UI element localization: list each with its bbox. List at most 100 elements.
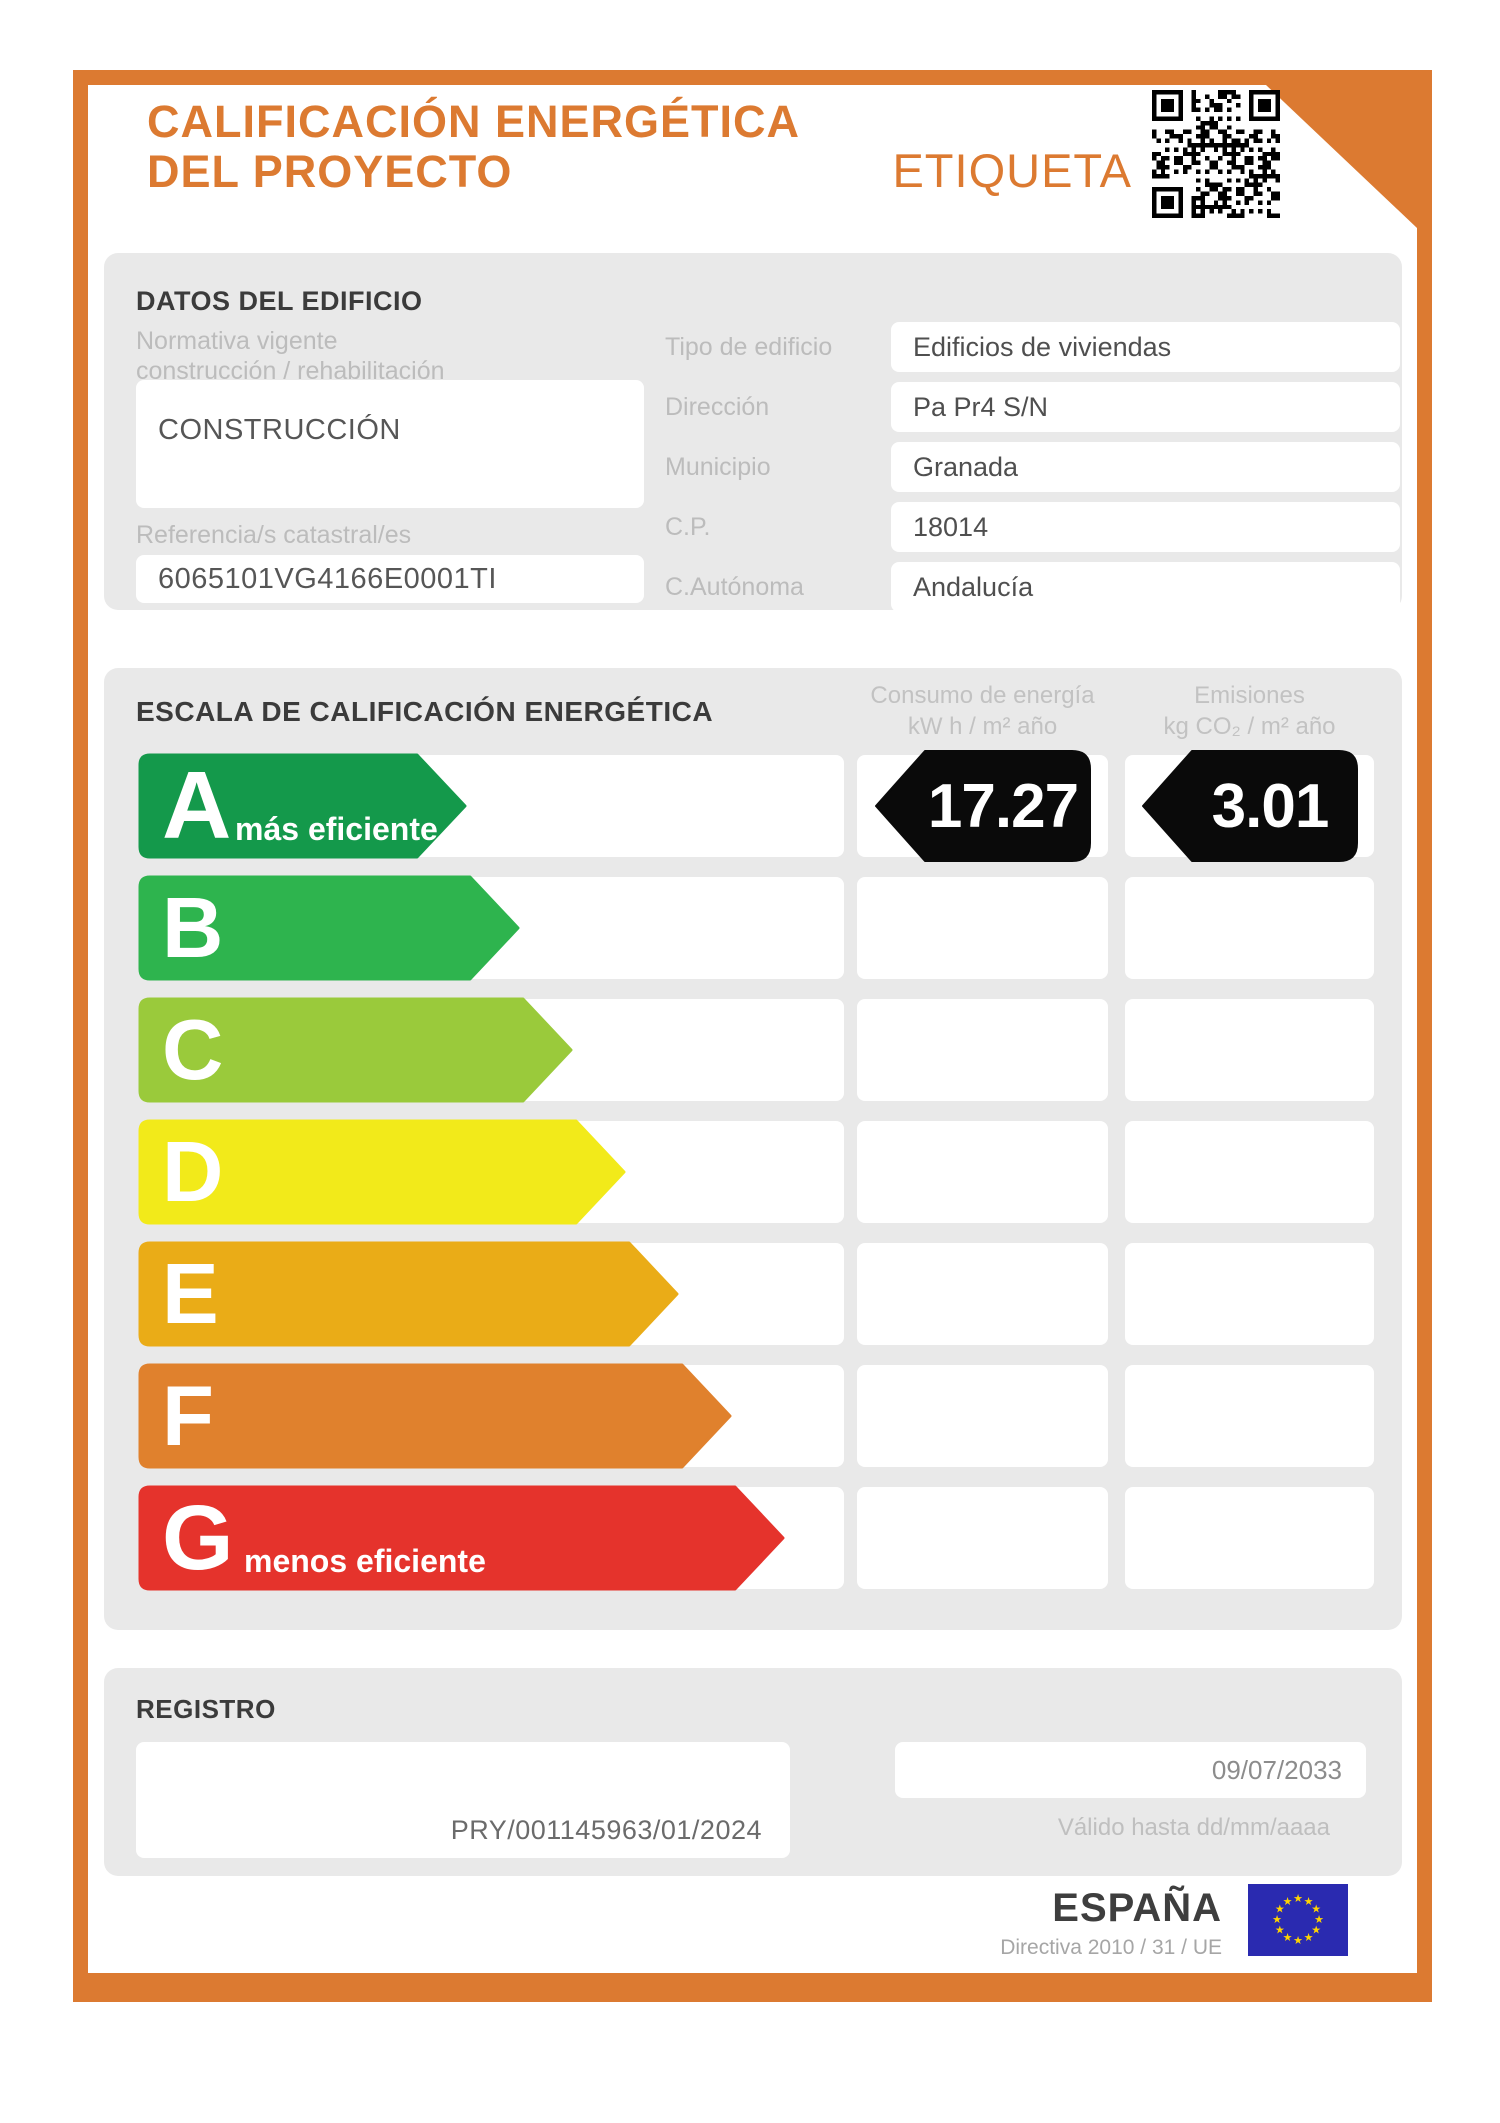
- registry-section: REGISTRO PRY/001145963/01/2024 09/07/203…: [104, 1668, 1402, 1876]
- svg-text:★: ★: [1311, 1925, 1321, 1937]
- rating-letter-E: E: [162, 1246, 219, 1342]
- valid-until-date: 09/07/2033: [1211, 1754, 1342, 1785]
- emisiones-header-line2: kg CO₂ / m² año: [1163, 713, 1336, 740]
- rating-arrow-A: [138, 753, 467, 859]
- svg-text:★: ★: [1293, 1893, 1303, 1905]
- registry-number-value: PRY/001145963/01/2024: [450, 1815, 762, 1845]
- cp-field: 18014: [891, 502, 1400, 552]
- cautonoma-value: Andalucía: [913, 571, 1034, 602]
- rating-track-B: B: [138, 875, 844, 981]
- emisiones-cell-A: 3.01: [1125, 750, 1374, 862]
- emisiones-cell-B: [1125, 877, 1374, 979]
- consumo-cell-C: [857, 999, 1108, 1101]
- rating-letter-B: B: [162, 880, 224, 976]
- svg-text:★: ★: [1275, 1925, 1285, 1937]
- rating-scale-section: ESCALA DE CALIFICACIÓN ENERGÉTICA Consum…: [104, 668, 1402, 1630]
- svg-text:★: ★: [1304, 1932, 1314, 1944]
- qr-code-icon: [1152, 90, 1280, 218]
- consumo-cell-D: [857, 1121, 1108, 1223]
- valid-until-label: Válido hasta dd/mm/aaaa: [1057, 1814, 1330, 1841]
- eu-flag-icon: ★ ★★★★★★★★★★★: [1248, 1884, 1348, 1956]
- svg-text:★: ★: [1272, 1914, 1282, 1926]
- valid-until-field: 09/07/2033: [895, 1742, 1366, 1798]
- scale-row-C: C: [104, 997, 1402, 1103]
- rating-arrow-B: [138, 875, 520, 981]
- cautonoma-field: Andalucía: [891, 562, 1400, 612]
- etiqueta-label: ETIQUETA: [892, 144, 1132, 197]
- field-row-cp: C.P. 18014: [136, 502, 1400, 552]
- consumo-value-badge: 17.27: [875, 750, 1091, 862]
- consumo-cell-G: [857, 1487, 1108, 1589]
- municipio-value: Granada: [913, 451, 1019, 482]
- scale-row-F: F: [104, 1363, 1402, 1469]
- consumo-column-header: Consumo de energía kW h / m² año: [857, 680, 1108, 742]
- field-row-tipo: Tipo de edificio Edificios de viviendas: [136, 322, 1400, 372]
- direccion-label: Dirección: [665, 392, 770, 421]
- emisiones-cell-C: [1125, 999, 1374, 1101]
- scale-row-D: D: [104, 1119, 1402, 1225]
- rating-letter-F: F: [162, 1368, 214, 1464]
- direccion-value: Pa Pr4 S/N: [913, 391, 1049, 422]
- emisiones-column-header: Emisiones kg CO₂ / m² año: [1125, 680, 1374, 742]
- field-row-direccion: Dirección Pa Pr4 S/N: [136, 382, 1400, 432]
- consumo-header-line1: Consumo de energía: [870, 682, 1095, 709]
- rating-arrow-F: [138, 1363, 732, 1469]
- consumo-value: 17.27: [927, 771, 1079, 841]
- page-title-line2: DEL PROYECTO: [147, 146, 513, 197]
- municipio-field: Granada: [891, 442, 1400, 492]
- svg-text:★: ★: [1283, 1932, 1293, 1944]
- rating-arrow-D: [138, 1119, 626, 1225]
- tipo-edificio-value: Edificios de viviendas: [913, 331, 1172, 362]
- svg-text:★: ★: [1304, 1896, 1314, 1908]
- rating-track-D: D: [138, 1119, 844, 1225]
- cautonoma-label: C.Autónoma: [665, 572, 804, 601]
- scale-row-E: E: [104, 1241, 1402, 1347]
- field-row-cautonoma: C.Autónoma Andalucía: [136, 562, 1400, 612]
- referencia-value: 6065101VG4166E0001TI: [158, 562, 497, 595]
- emisiones-header-line1: Emisiones: [1194, 682, 1305, 709]
- building-section-title: DATOS DEL EDIFICIO: [136, 286, 423, 316]
- rating-arrow-E: [138, 1241, 679, 1347]
- referencia-field: 6065101VG4166E0001TI: [136, 555, 644, 603]
- field-row-municipio: Municipio Granada: [136, 442, 1400, 492]
- svg-text:★: ★: [1314, 1914, 1324, 1926]
- orange-frame: [73, 70, 1432, 2002]
- rating-letter-A: A: [162, 752, 232, 859]
- cp-value: 18014: [913, 511, 989, 542]
- municipio-label: Municipio: [665, 452, 771, 481]
- rating-letter-D: D: [162, 1124, 224, 1220]
- rating-track-E: E: [138, 1241, 844, 1347]
- page-title-line1: CALIFICACIÓN ENERGÉTICA: [147, 96, 800, 147]
- scale-section-title: ESCALA DE CALIFICACIÓN ENERGÉTICA: [136, 696, 714, 727]
- svg-text:★: ★: [1311, 1904, 1321, 1916]
- emisiones-value: 3.01: [1211, 771, 1330, 841]
- rating-letter-C: C: [162, 1002, 224, 1098]
- rating-arrow-G: [138, 1485, 785, 1591]
- tipo-edificio-field: Edificios de viviendas: [891, 322, 1400, 372]
- svg-text:★: ★: [1293, 1935, 1303, 1947]
- rating-track-C: C: [138, 997, 844, 1103]
- building-data-section: DATOS DEL EDIFICIO Normativa vigente con…: [104, 253, 1402, 612]
- consumo-cell-B: [857, 877, 1108, 979]
- normativa-label-line1: Normativa vigente: [136, 327, 338, 355]
- emisiones-cell-E: [1125, 1243, 1374, 1345]
- rating-note-G: menos eficiente: [244, 1543, 486, 1579]
- referencia-label: Referencia/s catastral/es: [136, 521, 412, 549]
- cp-label: C.P.: [665, 512, 711, 541]
- direccion-field: Pa Pr4 S/N: [891, 382, 1400, 432]
- registry-section-title: REGISTRO: [136, 1694, 276, 1724]
- country-label: ESPAÑA: [1052, 1886, 1222, 1930]
- directive-label: Directiva 2010 / 31 / UE: [1000, 1936, 1222, 1959]
- rating-track-F: F: [138, 1363, 844, 1469]
- emisiones-cell-G: [1125, 1487, 1374, 1589]
- consumo-cell-F: [857, 1365, 1108, 1467]
- svg-text:★: ★: [1275, 1904, 1285, 1916]
- svg-text:★: ★: [1283, 1896, 1293, 1908]
- emisiones-cell-D: [1125, 1121, 1374, 1223]
- normativa-value: CONSTRUCCIÓN: [158, 414, 401, 446]
- emisiones-cell-F: [1125, 1365, 1374, 1467]
